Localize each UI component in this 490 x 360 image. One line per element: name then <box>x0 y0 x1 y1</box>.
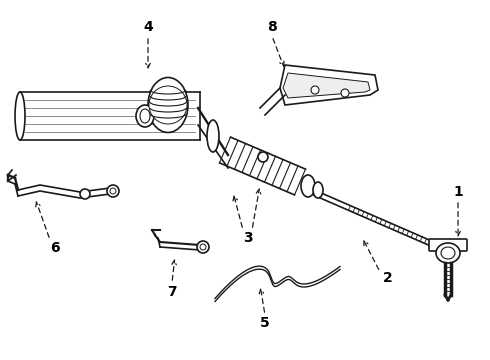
Text: 1: 1 <box>453 185 463 199</box>
Ellipse shape <box>149 86 187 124</box>
Text: 3: 3 <box>243 231 253 245</box>
Text: 2: 2 <box>383 271 393 285</box>
Polygon shape <box>280 65 378 105</box>
Ellipse shape <box>140 109 150 123</box>
Circle shape <box>197 241 209 253</box>
Circle shape <box>107 185 119 197</box>
Text: 8: 8 <box>267 20 277 34</box>
Ellipse shape <box>154 91 182 119</box>
Circle shape <box>110 188 116 194</box>
Ellipse shape <box>441 247 455 259</box>
Ellipse shape <box>436 243 460 263</box>
Text: 4: 4 <box>143 20 153 34</box>
Ellipse shape <box>301 175 315 197</box>
Ellipse shape <box>207 120 219 152</box>
Polygon shape <box>283 73 370 98</box>
Text: 6: 6 <box>50 241 60 255</box>
Circle shape <box>311 86 319 94</box>
Ellipse shape <box>15 92 25 140</box>
Text: 7: 7 <box>167 285 177 299</box>
Ellipse shape <box>148 77 188 132</box>
Circle shape <box>341 89 349 97</box>
Circle shape <box>200 244 206 250</box>
Ellipse shape <box>313 182 323 198</box>
Ellipse shape <box>160 97 176 113</box>
Circle shape <box>258 152 268 162</box>
Text: 5: 5 <box>260 316 270 330</box>
Circle shape <box>80 189 90 199</box>
FancyBboxPatch shape <box>429 239 467 251</box>
Ellipse shape <box>136 105 154 127</box>
